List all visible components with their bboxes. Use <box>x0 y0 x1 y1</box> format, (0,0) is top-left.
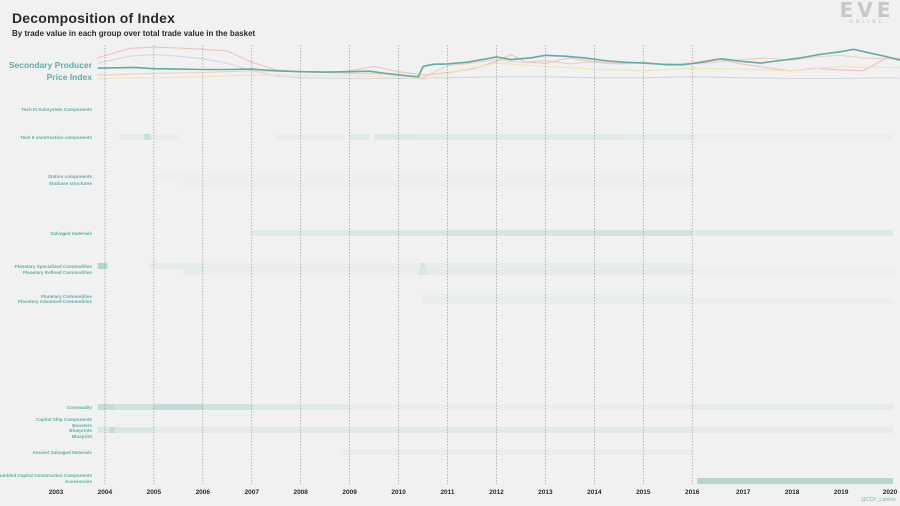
heat-cell <box>300 404 350 410</box>
heat-cell <box>183 269 203 275</box>
x-tick-label: 2020 <box>883 489 898 496</box>
x-tick-label: 2019 <box>834 489 849 496</box>
x-tick-label: 2005 <box>147 489 162 496</box>
x-tick-label: 2013 <box>538 489 553 496</box>
row-label: Salvaged materials <box>50 231 92 236</box>
x-tick-label: 2014 <box>587 489 602 496</box>
x-tick-label: 2003 <box>49 489 64 496</box>
heat-cell <box>202 404 252 410</box>
heat-cell <box>153 404 203 410</box>
heat-cell <box>97 427 110 433</box>
row-label: Blueprint <box>72 434 93 439</box>
heat-cell <box>697 478 893 484</box>
heat-cell <box>251 230 350 236</box>
x-tick-label: 2015 <box>636 489 651 496</box>
price-index-line <box>97 48 900 78</box>
row-label: Planetary Advanced Commodities <box>18 299 93 304</box>
x-tick-label: 2008 <box>293 489 308 496</box>
heat-cell <box>692 134 893 140</box>
row-label: Planetary Commodities <box>41 294 93 299</box>
index-label-line2: Price Index <box>47 72 93 82</box>
heat-cell <box>694 230 893 236</box>
heat-cell <box>374 134 419 140</box>
heat-cell <box>594 230 693 236</box>
x-tick-label: 2012 <box>489 489 504 496</box>
eve-online-logo: EVE ONLINE <box>836 0 898 27</box>
heat-cell <box>119 134 149 140</box>
background-series-line <box>97 53 900 80</box>
x-tick-label: 2017 <box>736 489 751 496</box>
heat-cell <box>349 230 448 236</box>
row-label: Boosters <box>72 423 92 428</box>
chart-subtitle: By trade value in each group over total … <box>12 29 256 38</box>
row-label: Blueprints <box>69 428 92 433</box>
row-label: Tech II construction components <box>20 135 92 140</box>
logo-subtext: ONLINE <box>849 20 885 25</box>
heat-cell <box>114 404 154 410</box>
row-label: Accessories <box>65 479 93 484</box>
heat-cell <box>178 180 692 186</box>
row-label: Starbase structures <box>49 181 93 186</box>
heat-cell <box>447 230 595 236</box>
heat-cell <box>423 298 693 304</box>
heat-cell <box>202 263 423 269</box>
heat-cell <box>418 269 428 275</box>
row-label: Tech III Subsystem Components <box>21 107 92 112</box>
row-label: Jumbled Capital Construction Components <box>0 473 92 478</box>
heat-cell <box>423 293 693 299</box>
heat-cell <box>425 263 693 269</box>
background-series-line <box>97 54 900 79</box>
heat-cell <box>153 134 179 140</box>
x-tick-label: 2011 <box>440 489 454 496</box>
row-label: Planetary Refined Commodities <box>23 270 93 275</box>
heat-cell <box>339 449 693 455</box>
heat-cell <box>618 134 693 140</box>
heat-cell <box>149 263 203 269</box>
heat-cell <box>692 269 893 275</box>
x-tick-label: 2009 <box>342 489 357 496</box>
heat-cell <box>692 427 893 433</box>
row-label: Capital Ship Components <box>36 417 92 422</box>
index-label-line1: Secondary Producer <box>9 60 93 70</box>
heat-cell <box>276 134 345 140</box>
heat-cell <box>154 173 692 179</box>
logo-wordmark: EVE <box>839 0 895 22</box>
x-tick-label: 2007 <box>245 489 260 496</box>
chart-title: Decomposition of Index <box>12 10 176 26</box>
heat-cell <box>109 427 115 433</box>
heat-cell <box>97 263 108 269</box>
x-tick-label: 2018 <box>785 489 800 496</box>
row-label: Planetary Specialized Commodities <box>15 264 93 269</box>
heat-cell <box>418 134 619 140</box>
heat-cell <box>692 404 893 410</box>
background-series-line <box>97 46 900 76</box>
heat-cell <box>251 404 301 410</box>
x-tick-label: 2016 <box>685 489 700 496</box>
heat-cell <box>692 298 893 304</box>
heat-cell <box>447 427 693 433</box>
heat-cell <box>420 263 426 269</box>
heat-cell <box>144 134 152 140</box>
heat-cell <box>202 269 419 275</box>
row-label: Station components <box>48 174 93 179</box>
row-label: Commodity <box>67 405 93 410</box>
row-label: Ancient Salvaged Materials <box>33 450 93 455</box>
heat-cell <box>349 404 693 410</box>
heat-cell <box>114 427 154 433</box>
x-tick-label: 2004 <box>98 489 113 496</box>
x-tick-label: 2010 <box>391 489 406 496</box>
author-credit: @CCP_Larrikin <box>861 497 896 503</box>
heat-cell <box>349 134 370 140</box>
heat-cell <box>428 269 693 275</box>
heat-cell <box>97 404 115 410</box>
x-tick-label: 2006 <box>196 489 211 496</box>
